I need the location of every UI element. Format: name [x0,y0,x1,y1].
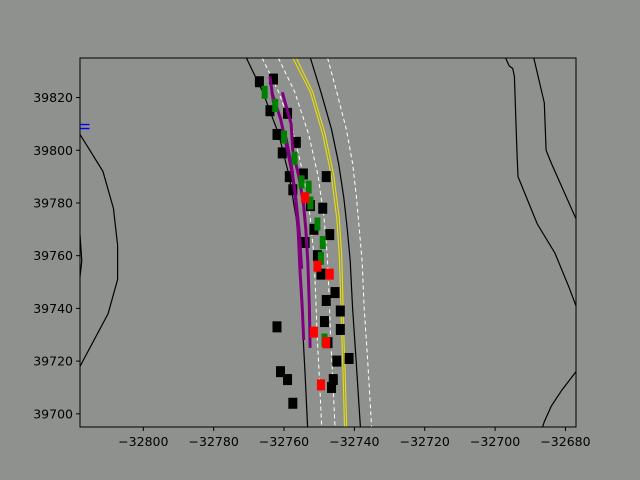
y-tick-label: 39800 [33,143,73,158]
y-tick-label: 39720 [33,354,73,369]
road-edge-line [505,58,576,307]
x-tick-label: −32720 [400,434,450,449]
predicted-vehicle-mark [272,98,279,112]
predicted-vehicle-mark [281,130,288,144]
vehicle-mark [254,76,264,88]
ego-trajectory-line [268,76,275,103]
y-axis: 39700 39720 39740 39760 39780 39800 39820 [33,90,80,421]
selected-vehicle-mark [313,260,322,272]
vehicle-mark [265,105,275,117]
x-tick-label: −32780 [189,434,239,449]
selected-vehicle-mark [325,268,334,280]
vehicle-mark [335,305,345,317]
y-tick-label: 39820 [33,90,73,105]
predicted-vehicle-mark [261,85,268,99]
vehicle-mark [272,321,282,333]
vehicle-mark [330,287,340,299]
predicted-vehicle-mark [317,251,324,265]
vehicle-mark [312,250,322,262]
predicted-vehicle-mark [291,151,298,165]
blue-marker [80,123,90,130]
vehicle-mark [291,136,301,148]
plot-frame [79,57,577,428]
road-edge-line [309,58,361,427]
x-tick-label: −32760 [259,434,309,449]
vehicle-mark [283,374,293,386]
lane-divider-line [261,58,323,427]
vehicle-mark [309,223,319,235]
y-tick-label: 39760 [33,248,73,263]
road-edge-line [533,58,576,220]
vehicle-mark [321,171,331,183]
center-line [295,58,348,427]
vehicle-mark [288,184,298,196]
y-tick-label: 39740 [33,301,73,316]
vehicle-mark [316,268,326,280]
selected-vehicle-mark [316,379,325,391]
vehicle-mark [321,294,331,306]
predicted-vehicle-mark [305,180,312,194]
lane-divider-line [277,58,336,427]
vehicle-mark [276,366,286,378]
plot-marks [80,58,576,427]
plot-area [80,58,576,427]
vehicle-mark [319,316,329,328]
x-axis: −32800 −32780 −32760 −32740 −32720 −32700 −326… [118,427,591,449]
x-tick-label: −32800 [118,434,168,449]
predicted-vehicle-mark [307,196,314,210]
x-tick-label: −32740 [329,434,379,449]
vehicle-mark [318,202,328,214]
vehicle-mark [325,229,335,241]
vehicle-mark [277,147,287,159]
road-edge-line [80,134,119,367]
vehicle-mark [298,168,308,180]
vehicle-mark [332,355,342,367]
road-edge-line [542,371,576,427]
x-tick-label: −32680 [540,434,590,449]
vehicle-mark [288,397,298,409]
y-tick-label: 39700 [33,406,73,421]
vehicle-mark [327,381,337,393]
vehicle-mark [268,73,278,85]
vehicle-mark [335,323,345,335]
road-edge-line [80,234,83,277]
vehicle-mark [328,374,338,386]
x-tick-label: −32700 [470,434,520,449]
selected-vehicle-mark [301,192,310,204]
predicted-vehicle-mark [319,236,326,249]
center-line [292,58,346,427]
vehicle-mark [344,352,354,364]
vehicle-mark [284,171,294,183]
vehicle-mark [272,128,282,140]
selected-vehicle-mark [322,337,331,349]
predicted-vehicle-mark [314,217,321,231]
ego-trajectory-line [284,136,306,341]
predicted-vehicle-mark [298,175,305,189]
selected-vehicle-mark [309,326,318,338]
y-tick-label: 39780 [33,195,73,210]
